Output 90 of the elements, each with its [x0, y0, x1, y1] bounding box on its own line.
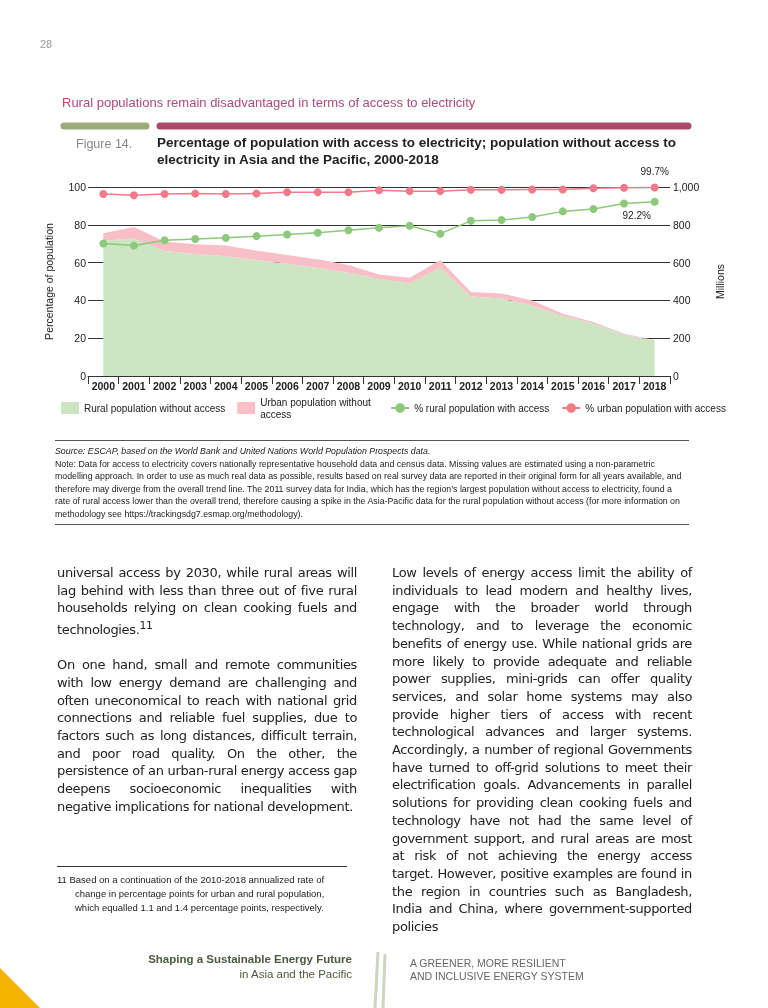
text: A GREENER, MORE RESILIENT AND INCLUSIVE ENERGY SYSTEM: [410, 957, 585, 982]
x-tick-label: 2004: [214, 379, 238, 392]
x-tick-label: 2001: [122, 379, 146, 392]
text: Note: Data for access to electricity covers nationally representative household data and census data. Missing values are estimated using a non-parametric modelling approach. In order to use as much real data as possible, results based on real survey data are reported in their original form for all years available, and therefore may diverge from the overall trend line. The 2011 survey data for India, which has the region’s largest population without access to electricity, found a rate of rural access lower than the overall trend, therefore causing a spike in the Asia-Pacific data for the rural population without access (for more information on methodology see https://trackingsdg7.esmap.org/methodology).: [55, 457, 683, 521]
point: [650, 197, 659, 206]
x-tick-label: 2014: [520, 379, 544, 392]
point: [252, 232, 261, 241]
point: [497, 216, 506, 225]
point: [620, 183, 629, 192]
point: [466, 185, 475, 194]
x-tick-label: 2016: [581, 379, 606, 392]
x-tick-label: 2008: [336, 379, 361, 392]
point: [252, 189, 261, 198]
x-tick-label: 2000: [91, 379, 116, 392]
point: [313, 188, 322, 197]
x-tick-label: 2011: [428, 379, 452, 392]
legend-label: Urban population without access: [260, 396, 374, 420]
x-tick-label: 2012: [459, 379, 483, 392]
point: [283, 230, 292, 239]
point: [191, 189, 200, 198]
point: [129, 191, 138, 200]
chart-title: Percentage of population with access to electricity; population without access to electricity in Asia and the Pacific, 2000-2018: [157, 134, 678, 167]
point: [344, 188, 353, 197]
text: 28: [40, 38, 53, 50]
point: [283, 188, 292, 197]
x-tick-label: 2005: [244, 379, 269, 392]
legend-label: Rural population without access: [84, 402, 226, 414]
x-tick-label: 2015: [551, 379, 575, 392]
y2-tick-label: 800: [673, 218, 691, 231]
point: [528, 213, 537, 222]
text: Shaping a Sustainable Energy Future: [148, 953, 352, 965]
point: [558, 185, 567, 194]
y2-tick-label: 600: [673, 256, 691, 269]
source-note: Source: ESCAP, based on the World Bank and United Nations World Population Prospects data.: [55, 445, 432, 458]
point: [375, 223, 383, 232]
x-tick-label: 2007: [306, 379, 330, 392]
point: [313, 228, 322, 237]
y-tick-label: 80: [74, 218, 87, 231]
point: [620, 199, 629, 208]
point: [129, 241, 138, 250]
legend-label: % urban population with access: [585, 402, 726, 414]
point: [191, 234, 200, 243]
y-tick-label: 60: [74, 256, 87, 269]
data-label: 92.2%: [622, 210, 651, 222]
point: [650, 183, 659, 192]
y-axis-title: Percentage of population: [42, 222, 55, 340]
data-label: 99.7%: [640, 166, 669, 178]
point: [344, 226, 353, 235]
x-tick-label: 2003: [183, 379, 208, 392]
x-tick-label: 2002: [152, 379, 177, 392]
y-tick-label: 0: [80, 370, 87, 382]
x-tick-label: 2006: [275, 379, 299, 392]
point: [405, 221, 414, 230]
point: [558, 207, 567, 216]
point: [436, 229, 445, 238]
point: [221, 233, 230, 242]
x-tick-label: 2017: [612, 379, 636, 392]
chart-subtitle: Rural populations remain disadvantaged in terms of access to electricity: [62, 95, 476, 110]
x-tick-label: 2010: [397, 379, 422, 392]
text: 11 Based on a continuation of the 2010-2018 annualized rate of change in percentage points for urban and rural population, which equalled 1.1 and 1.4 percentage points, respectively.: [57, 866, 347, 915]
caption: Figure 14.: [76, 137, 133, 151]
x-tick-label: 2009: [367, 379, 391, 392]
legend-label: % rural population with access: [414, 402, 550, 414]
point: [99, 189, 108, 198]
point: [405, 187, 414, 196]
point: [528, 185, 537, 194]
x-tick-label: 2013: [489, 379, 514, 392]
point: [497, 185, 506, 194]
point: [160, 236, 169, 245]
x-tick-label: 2018: [643, 379, 667, 392]
point: [375, 186, 383, 195]
text: On one hand, small and remote communities with low energy demand are challenging and often uneconomical to reach with national grid connections and reliable fuel supplies, due to factors such as long distances, difficult terrain, and poor road quality. On the other, the persistence of an urban-rural energy access gap deepens socioeconomic inequalities with negative implications for national development.: [57, 657, 357, 814]
y2-axis-title: Millions: [713, 263, 726, 300]
text: Low levels of energy access limit the ability of individuals to lead modern and healthy lives, engage with the broader world through technology, and to leverage the economic benefits of energy use. While national grids are more likely to provide adequate and reliable power supplies, mini-grids can offer quality services, and solar home systems may also provide higher tiers of access with recent technological advances and larger systems. Accordingly, a number of regional Governments have turned to off-grid solutions to meet their electrification goals. Advancements in parallel solutions for providing clean cooking fuels and technology have not had the same level of government support, and rural areas are most at risk of not achieving the energy access target. However, positive examples are found in the region in countries such as Bangladesh, India and China, where government-supported policies: [392, 565, 692, 935]
point: [589, 184, 598, 193]
y-tick-label: 40: [74, 294, 87, 307]
point: [466, 216, 475, 225]
y2-tick-label: 200: [673, 332, 691, 345]
point: [221, 189, 230, 198]
y2-tick-label: 1,000: [673, 181, 700, 193]
text: in Asia and the Pacific: [239, 968, 352, 980]
point: [589, 204, 598, 213]
y2-tick-label: 0: [673, 370, 679, 382]
point: [99, 239, 108, 248]
point: [160, 189, 169, 198]
y-tick-label: 20: [74, 332, 87, 345]
y2-tick-label: 400: [673, 294, 691, 307]
text: universal access by 2030, while rural areas will lag behind with less than three out of five rural households relying on clean cooking fuels and technologies.$^{11}$: [57, 564, 357, 640]
y-tick-label: 100: [68, 181, 87, 193]
point: [436, 187, 445, 196]
